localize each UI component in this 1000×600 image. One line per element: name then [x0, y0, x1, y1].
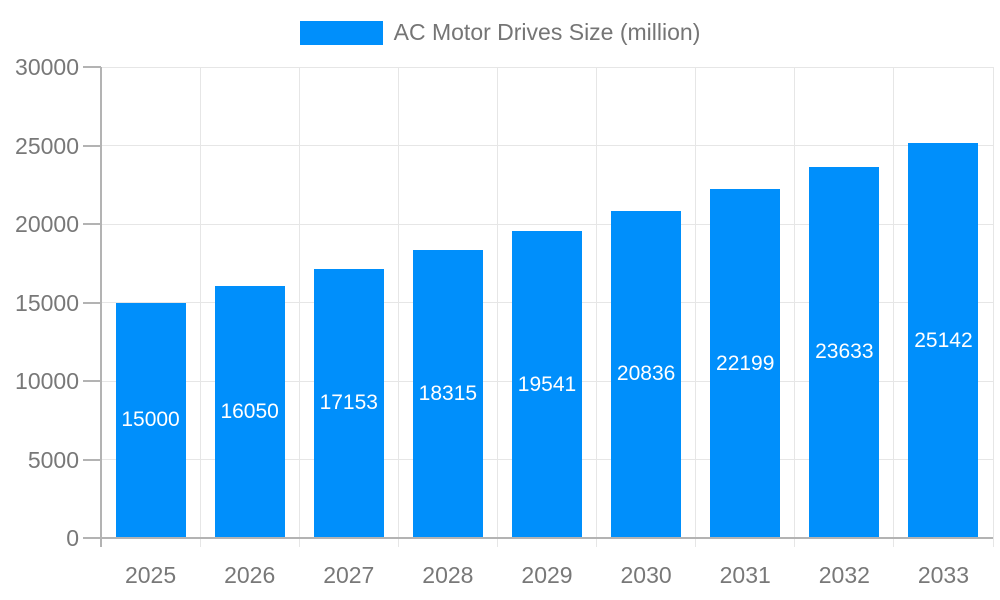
bar-value-label: 25142 [914, 328, 973, 352]
y-axis-tick-label: 20000 [15, 211, 79, 237]
gridline-vertical [794, 67, 796, 547]
gridline-vertical [397, 67, 399, 547]
bar-value-label: 22199 [716, 351, 775, 375]
y-axis-tick [83, 301, 101, 304]
gridline-vertical [496, 67, 498, 547]
x-axis-tick-label: 2031 [719, 562, 771, 588]
gridline-vertical [893, 67, 895, 547]
bar-2032[interactable]: 23633 [809, 166, 880, 538]
y-axis-tick [83, 458, 101, 461]
legend-swatch [299, 20, 383, 45]
bar-value-label: 17153 [319, 391, 378, 415]
bar-value-label: 16050 [220, 400, 279, 423]
y-axis-tick-label: 0 [66, 525, 79, 551]
bar-2027[interactable]: 17153 [313, 268, 384, 538]
y-axis-tick-label: 30000 [15, 54, 79, 80]
x-axis-tick-label: 2033 [917, 562, 970, 588]
bar-2031[interactable]: 22199 [710, 189, 781, 538]
y-axis-line [100, 67, 102, 547]
y-axis-tick-label: 5000 [27, 446, 79, 473]
gridline-vertical [992, 67, 994, 547]
x-axis-tick-label: 2026 [224, 562, 276, 588]
gridline-vertical [298, 67, 300, 547]
bar-2028[interactable]: 18315 [412, 250, 483, 538]
y-axis-tick [83, 380, 101, 382]
y-axis-tick-label: 10000 [15, 368, 79, 394]
plot-area: 15000 16050 17153 18315 19541 20836 22199 23633… [83, 66, 994, 547]
gridline-vertical [695, 67, 697, 547]
y-axis-tick [83, 66, 101, 68]
y-axis-tick [83, 223, 101, 225]
bar-value-label: 23633 [815, 340, 874, 364]
y-axis-tick-label: 25000 [15, 132, 79, 159]
bar-2026[interactable]: 16050 [214, 286, 285, 538]
x-axis-tick-label: 2032 [818, 562, 870, 588]
y-axis-tick [83, 144, 101, 147]
x-axis-tick-label: 2030 [620, 562, 672, 588]
bar-value-label: 20836 [616, 362, 676, 386]
bar-2033[interactable]: 25142 [908, 143, 979, 538]
x-axis-line [101, 537, 993, 539]
gridline-horizontal [101, 223, 993, 225]
x-axis-tick-label: 2028 [422, 562, 474, 588]
y-axis-tick [83, 537, 101, 539]
gridline-vertical [596, 67, 598, 547]
x-axis-tick-label: 2025 [124, 562, 177, 588]
bar-2029[interactable]: 19541 [512, 231, 582, 538]
bar-value-label: 18315 [418, 382, 478, 406]
bar-value-label: 19541 [517, 372, 577, 396]
bar-2030[interactable]: 20836 [611, 210, 682, 538]
bar-2025[interactable]: 15000 [115, 302, 186, 538]
y-axis-tick-label: 15000 [15, 289, 79, 316]
gridline-horizontal [101, 145, 993, 146]
legend-label: AC Motor Drives Size (million) [393, 19, 701, 45]
gridline-horizontal [101, 66, 993, 68]
x-axis-tick-label: 2027 [323, 562, 375, 588]
gridline-vertical [199, 67, 201, 547]
legend[interactable]: AC Motor Drives Size (million) [0, 19, 1000, 46]
bar-value-label: 15000 [121, 408, 180, 432]
x-axis-tick-label: 2029 [521, 562, 573, 588]
